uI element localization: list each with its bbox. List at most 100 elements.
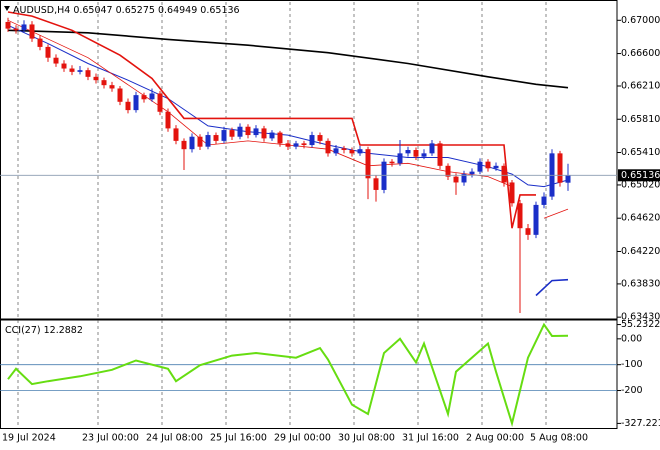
candle-body xyxy=(405,150,411,154)
candle-body xyxy=(37,38,43,47)
candle-body xyxy=(213,135,219,141)
candle-body xyxy=(541,196,547,205)
candle-body xyxy=(5,21,11,29)
candle-body xyxy=(109,85,115,89)
candle-body xyxy=(461,174,467,183)
y-tick-label: 0.67000 xyxy=(621,15,660,26)
candle-body xyxy=(349,150,355,154)
candle-body xyxy=(469,171,475,175)
candle-body xyxy=(357,149,363,154)
indicator-line xyxy=(7,29,569,89)
candle-body xyxy=(173,128,179,141)
candle-body xyxy=(501,165,507,183)
high-value: 0.65275 xyxy=(116,5,155,16)
y-tick-label: 0.66210 xyxy=(621,80,660,91)
cci-header: CCI(27) 12.2882 xyxy=(5,325,83,336)
candle-body xyxy=(85,70,91,77)
close-value: 0.65136 xyxy=(200,5,239,16)
candle-body xyxy=(373,178,379,190)
y-tick-label: 0.64220 xyxy=(621,246,660,257)
candle-body xyxy=(397,153,403,164)
candle-body xyxy=(269,132,275,139)
low-value: 0.64949 xyxy=(158,5,197,16)
candle-body xyxy=(389,161,395,164)
candle-body xyxy=(133,95,139,111)
candle-body xyxy=(101,80,107,86)
candle-body xyxy=(125,101,131,111)
candle-body xyxy=(189,136,195,150)
indicator-line xyxy=(535,278,569,297)
candle-body xyxy=(293,143,299,147)
x-tick-label: 29 Jul 00:00 xyxy=(274,433,331,444)
open-value: 0.65047 xyxy=(73,5,112,16)
candle-body xyxy=(517,203,523,229)
candle-body xyxy=(237,126,243,137)
y-tick-label: 0.65410 xyxy=(621,147,660,158)
y-tick-label: 0.65020 xyxy=(621,179,660,190)
candle-body xyxy=(301,143,307,146)
y-tick-label: 0.63430 xyxy=(621,312,660,323)
x-tick-label: 5 Aug 08:00 xyxy=(530,433,588,444)
candle-body xyxy=(565,175,571,183)
candle-body xyxy=(149,93,155,100)
candle-body xyxy=(485,161,491,169)
candle-body xyxy=(53,57,59,64)
candle-body xyxy=(309,135,315,146)
indicator-line xyxy=(7,11,536,229)
candle-body xyxy=(29,24,35,39)
y-tick-label: 0.63830 xyxy=(621,278,660,289)
candle-body xyxy=(493,165,499,169)
candle-body xyxy=(437,143,443,166)
y-tick-label: 0.65810 xyxy=(621,114,660,125)
cci-line xyxy=(7,322,569,428)
candle-body xyxy=(261,128,267,139)
symbol: AUDUSD,H4 xyxy=(13,5,70,16)
candle-body xyxy=(317,135,323,141)
x-tick-label: 2 Aug 00:00 xyxy=(466,433,524,444)
candle-body xyxy=(197,136,203,147)
candle-body xyxy=(533,204,539,235)
y-tick-label: -327.2213 xyxy=(621,418,660,429)
candle-body xyxy=(165,111,171,129)
x-tick-label: 31 Jul 16:00 xyxy=(402,433,459,444)
candle-body xyxy=(45,46,51,58)
header-arrow xyxy=(4,6,10,11)
x-tick-label: 23 Jul 00:00 xyxy=(82,433,139,444)
candle-body xyxy=(429,143,435,154)
indicator-line xyxy=(7,19,569,219)
x-tick-label: 24 Jul 08:00 xyxy=(146,433,203,444)
candle-body xyxy=(141,95,147,100)
cci-title: CCI(27) xyxy=(5,325,41,336)
candle-body xyxy=(13,28,19,31)
candle-body xyxy=(333,148,339,154)
labels: 0.67000 0.66600 0.66210 0.65810 0.65410 0.650… xyxy=(2,15,660,444)
cci-current: 12.2882 xyxy=(44,325,83,336)
candle-body xyxy=(477,161,483,172)
candle-body xyxy=(117,88,123,102)
candle-body xyxy=(381,161,387,190)
candle-body xyxy=(229,130,235,137)
y-tick-label: 0.66600 xyxy=(621,48,660,59)
x-tick-label: 19 Jul 2024 xyxy=(2,433,56,444)
candle-body xyxy=(325,140,331,154)
candle-body xyxy=(509,182,515,204)
grid xyxy=(0,2,617,428)
candle-body xyxy=(277,132,283,144)
y-tick-label: 0.64620 xyxy=(621,213,660,224)
candle-body xyxy=(413,150,419,157)
candle-body xyxy=(77,70,83,72)
candle-body xyxy=(157,93,163,112)
candle-body xyxy=(61,63,67,69)
price-label-box xyxy=(618,169,660,182)
candle-body xyxy=(285,143,291,147)
x-tick-label: 25 Jul 16:00 xyxy=(210,433,267,444)
x-tick-label: 30 Jul 08:00 xyxy=(338,433,395,444)
candle-body xyxy=(525,228,531,235)
y-tick-label: 55.2322 xyxy=(621,319,660,330)
candle-body xyxy=(205,135,211,147)
candle-body xyxy=(221,130,227,141)
candle-body xyxy=(181,140,187,150)
candle-body xyxy=(93,76,99,81)
